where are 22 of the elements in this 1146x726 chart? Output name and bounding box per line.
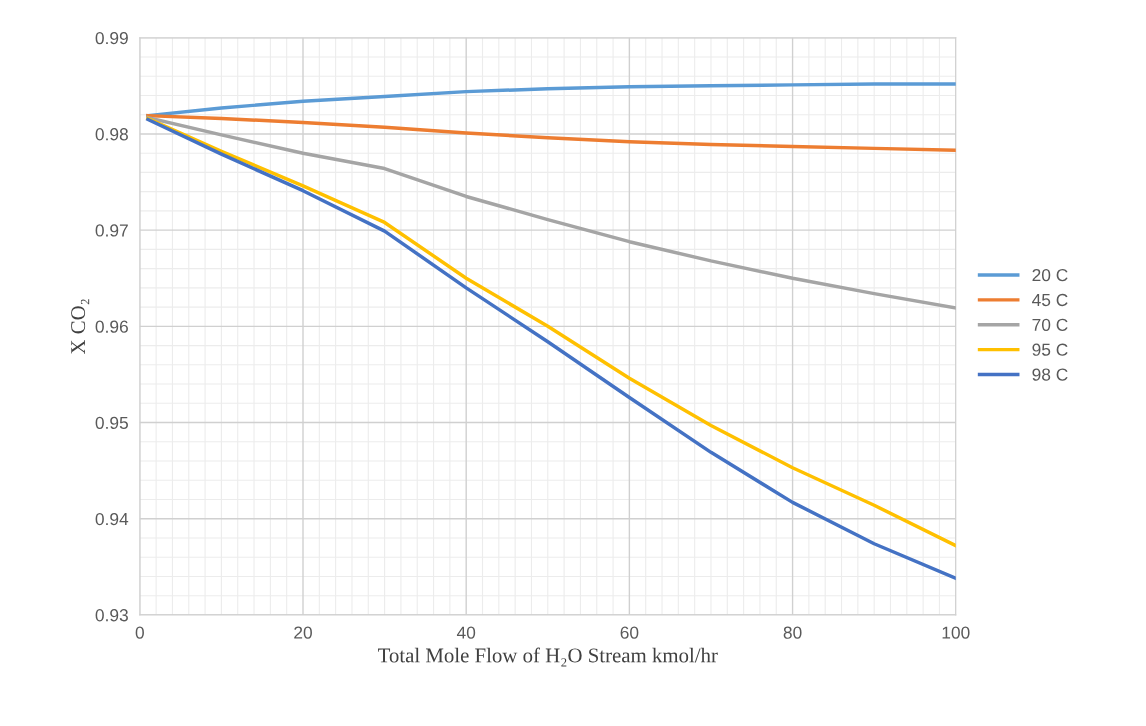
line-series — [146, 113, 956, 153]
legend-label: 95 C — [1032, 343, 1068, 356]
x-tick-label: 100 — [942, 626, 970, 639]
y-tick-label: 0.96 — [95, 320, 128, 333]
x-tick-label: 0 — [135, 626, 144, 639]
y-tick-label: 0.99 — [95, 31, 128, 45]
line-series — [146, 115, 956, 310]
legend-label: 70 C — [1032, 318, 1068, 331]
x-tick-label: 20 — [294, 626, 312, 639]
legend-label: 45 C — [1032, 293, 1068, 307]
y-tick-label: 0.93 — [95, 609, 128, 622]
x-tick-label: 40 — [456, 626, 476, 639]
y-tick-label: 0.97 — [95, 224, 128, 237]
x-axis-title: Total Mole Flow of H₂O Stream kmol/hr — [378, 647, 718, 667]
y-tick-label: 0.98 — [95, 128, 128, 141]
legend-label: 20 C — [1032, 268, 1068, 282]
y-axis-title: X CO₂ — [71, 299, 90, 355]
legend-label: 98 C — [1032, 368, 1068, 381]
y-tick-label: 0.95 — [95, 416, 128, 429]
x-tick-label: 80 — [783, 626, 802, 639]
y-tick-label: 0.94 — [95, 512, 129, 526]
x-tick-label: 60 — [620, 626, 639, 639]
